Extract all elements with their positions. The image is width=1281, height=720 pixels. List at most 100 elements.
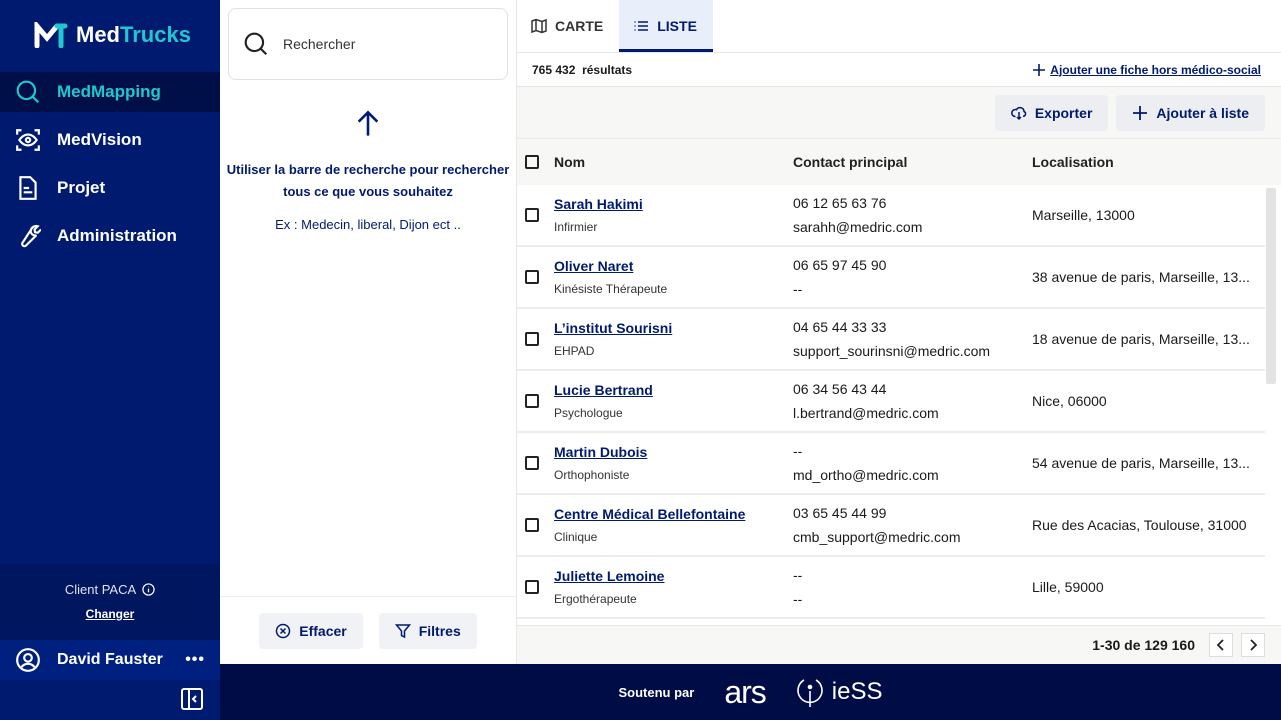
row-email: sarahh@medric.com: [793, 219, 923, 235]
search-placeholder: Rechercher: [283, 36, 356, 52]
table-header: Nom Contact principal Localisation: [517, 139, 1281, 185]
row-email: cmb_support@medric.com: [793, 529, 961, 545]
wrench-icon: [21, 224, 41, 248]
sidebar-item-projet[interactable]: Projet: [0, 168, 220, 208]
row-checkbox[interactable]: [525, 518, 539, 532]
add-to-list-label: Ajouter à liste: [1156, 104, 1249, 121]
row-checkbox[interactable]: [525, 394, 539, 408]
table-row[interactable]: Centre Médical Bellefontaine Clinique 03 …: [517, 495, 1265, 557]
supported-by-label: Soutenu par: [618, 684, 695, 700]
row-name-link[interactable]: Juliette Lemoine: [554, 568, 665, 584]
search-hint-title: Utiliser la barre de recherche pour rech…: [226, 162, 510, 199]
chevron-right-icon: [1250, 639, 1258, 651]
change-client-link[interactable]: Changer: [85, 607, 135, 621]
header-nom[interactable]: Nom: [554, 154, 586, 170]
row-role: EHPAD: [554, 344, 595, 358]
filters-label: Filtres: [418, 622, 461, 639]
row-email: --: [793, 591, 803, 607]
sidebar-item-medvision[interactable]: MedVision: [0, 120, 220, 160]
row-checkbox[interactable]: [525, 456, 539, 470]
filters-button[interactable]: Filtres: [378, 612, 477, 649]
row-phone: 06 65 97 45 90: [793, 257, 887, 273]
arrow-up-icon: [357, 110, 379, 136]
results-count: 765 432: [532, 62, 576, 77]
row-email: md_ortho@medric.com: [793, 467, 939, 483]
export-label: Exporter: [1034, 104, 1093, 121]
table-row[interactable]: Oliver Naret Kinésiste Thérapeute 06 65 9…: [517, 247, 1265, 309]
add-non-medico-social-link[interactable]: Ajouter une fiche hors médico-social: [1032, 63, 1261, 77]
info-icon[interactable]: [142, 583, 155, 596]
plus-icon: [1133, 105, 1148, 120]
add-link-label: Ajouter une fiche hors médico-social: [1050, 62, 1261, 77]
search-input[interactable]: Rechercher: [228, 8, 508, 80]
next-page-button[interactable]: [1241, 633, 1265, 657]
tab-liste[interactable]: LISTE: [619, 0, 713, 52]
row-role: Ergothérapeute: [554, 592, 637, 606]
table-row[interactable]: Martin Dubois Orthophoniste -- md_ortho@me…: [517, 433, 1265, 495]
collapse-sidebar-icon[interactable]: [180, 687, 204, 711]
results-main: CARTE LISTE 765 432 résultats Ajouter un…: [517, 0, 1281, 664]
logo-mark-icon: [34, 22, 68, 48]
row-phone: 04 65 44 33 33: [793, 319, 887, 335]
filter-icon: [394, 623, 411, 638]
table-row[interactable]: L’institut Sourisni EHPAD 04 65 44 33 33 s…: [517, 309, 1265, 371]
row-checkbox[interactable]: [525, 270, 539, 284]
sidebar-item-label: MedMapping: [57, 82, 161, 101]
pagination: 1-30 de 129 160: [517, 625, 1281, 664]
map-icon: [531, 18, 547, 34]
row-checkbox[interactable]: [525, 580, 539, 594]
select-all-checkbox[interactable]: [525, 155, 539, 169]
iess-logo-mark-icon: [797, 679, 823, 707]
tab-carte[interactable]: CARTE: [517, 0, 619, 52]
row-name-link[interactable]: Centre Médical Bellefontaine: [554, 506, 746, 522]
sidebar-item-medmapping[interactable]: MedMapping: [0, 72, 220, 112]
user-name: David Fauster: [57, 651, 163, 668]
footer: Soutenu par ars ieSS: [220, 664, 1281, 720]
tab-label: CARTE: [555, 18, 604, 34]
row-phone: 06 12 65 63 76: [793, 195, 887, 211]
row-name-link[interactable]: Sarah Hakimi: [554, 196, 643, 212]
user-menu[interactable]: David Fauster •••: [0, 640, 220, 680]
document-icon: [19, 176, 37, 200]
sidebar-item-label: MedVision: [57, 130, 142, 149]
table-row[interactable]: Juliette Lemoine Ergothérapeute -- -- Lill…: [517, 557, 1265, 619]
client-label: Client PACA: [64, 582, 137, 597]
more-options-icon[interactable]: •••: [185, 651, 205, 668]
row-name-link[interactable]: Lucie Bertrand: [554, 382, 653, 398]
row-checkbox[interactable]: [525, 332, 539, 346]
table-row[interactable]: Lucie Bertrand Psychologue 06 34 56 43 44…: [517, 371, 1265, 433]
row-phone: --: [793, 567, 803, 583]
row-email: l.bertrand@medric.com: [793, 405, 939, 421]
scrollbar[interactable]: [1266, 188, 1276, 384]
header-contact[interactable]: Contact principal: [793, 154, 908, 170]
medtrucks-logo[interactable]: MedTrucks: [34, 22, 191, 48]
logo-text-med: Med: [76, 22, 120, 47]
client-panel: Client PACA Changer: [0, 564, 220, 640]
export-button[interactable]: Exporter: [994, 94, 1109, 131]
add-to-list-button[interactable]: Ajouter à liste: [1116, 94, 1265, 131]
sidebar: MedTrucks MedMapping MedVision Projet Ad…: [0, 0, 220, 720]
row-name-link[interactable]: L’institut Sourisni: [554, 320, 673, 336]
previous-page-button[interactable]: [1209, 633, 1233, 657]
eye-scan-icon: [16, 129, 40, 151]
row-location: Rue des Acacias, Toulouse, 31000: [1032, 517, 1247, 533]
row-checkbox[interactable]: [525, 208, 539, 222]
ars-logo: ars: [724, 673, 766, 710]
pagination-range: 1-30 de 129 160: [1092, 637, 1195, 653]
row-name-link[interactable]: Oliver Naret: [554, 258, 634, 274]
row-name-link[interactable]: Martin Dubois: [554, 444, 648, 460]
row-role: Clinique: [554, 530, 598, 544]
sidebar-item-label: Administration: [57, 226, 177, 245]
row-email: --: [793, 281, 803, 297]
sidebar-item-administration[interactable]: Administration: [0, 216, 220, 256]
row-location: 38 avenue de paris, Marseille, 13...: [1032, 269, 1250, 285]
row-phone: 06 34 56 43 44: [793, 381, 887, 397]
clear-button[interactable]: Effacer: [259, 612, 363, 649]
row-location: Lille, 59000: [1032, 579, 1104, 595]
plus-icon: [1033, 63, 1046, 76]
header-localisation[interactable]: Localisation: [1032, 154, 1114, 170]
chevron-left-icon: [1216, 639, 1224, 651]
table-row[interactable]: Sarah Hakimi Infirmier 06 12 65 63 76 sara…: [517, 185, 1265, 247]
search-icon: [16, 80, 40, 104]
iess-logo: ieSS: [796, 675, 883, 709]
